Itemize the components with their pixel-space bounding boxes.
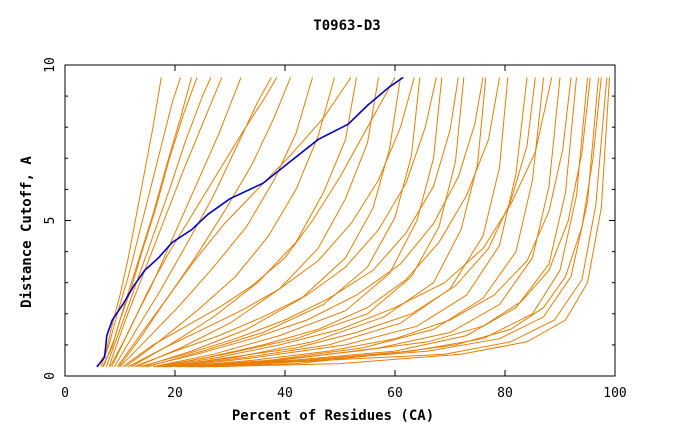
series-line-10 (130, 77, 357, 368)
x-tick-label: 20 (167, 386, 183, 401)
series-line-23 (202, 77, 599, 368)
series-line-6 (114, 77, 272, 367)
y-tick-label: 5 (43, 217, 58, 225)
series-line-40 (161, 77, 553, 368)
y-tick-label: 10 (43, 57, 58, 73)
x-tick-label: 80 (497, 386, 513, 401)
chart-title: T0963-D3 (313, 18, 380, 34)
x-ticks: 0 20 40 60 80 100 (61, 65, 627, 401)
series-line-2 (103, 77, 192, 367)
highlight-line-group (96, 76, 404, 368)
series-line-14 (152, 77, 443, 368)
series-line-13 (147, 77, 421, 368)
series-line-12 (141, 77, 401, 368)
series-line-31 (101, 77, 198, 367)
series-line-17 (169, 77, 509, 368)
series-line-8 (119, 77, 313, 368)
x-axis-label: Percent of Residues (CA) (232, 408, 434, 424)
series-line-27 (128, 77, 415, 368)
series-line-38 (109, 77, 278, 367)
series-line-4 (108, 77, 223, 367)
x-tick-label: 40 (277, 386, 293, 401)
series-line-9 (125, 77, 335, 368)
series-line-26 (122, 77, 396, 368)
series-line-18 (174, 77, 528, 368)
series-line-11 (136, 77, 379, 368)
series-line-32 (155, 77, 500, 368)
series-line-24 (207, 77, 608, 368)
series-line-28 (133, 77, 437, 368)
series-line-15 (158, 77, 465, 368)
series-line-7 (116, 77, 291, 367)
series-line-35 (188, 77, 591, 368)
x-tick-label: 60 (387, 386, 403, 401)
y-axis-label: Distance Cutoff, A (19, 156, 35, 308)
series-line-34 (177, 77, 572, 368)
series-line-3 (105, 77, 212, 367)
x-tick-label: 100 (603, 386, 626, 401)
plot-lines (97, 77, 610, 368)
series-line-39 (144, 77, 484, 368)
series-line-30 (97, 77, 162, 367)
series-line-33 (166, 77, 536, 368)
series-line-37 (118, 77, 352, 367)
series-line-19 (180, 77, 544, 368)
series-line-25 (213, 77, 610, 368)
series-line-29 (139, 77, 459, 368)
highlight-series-line (96, 76, 404, 368)
x-tick-label: 0 (61, 386, 69, 401)
y-ticks: 0 5 10 (43, 57, 615, 380)
series-line-36 (199, 77, 602, 368)
series-line-21 (191, 77, 577, 368)
y-tick-label: 0 (43, 372, 58, 380)
series-line-22 (196, 77, 588, 368)
series-line-5 (111, 77, 242, 367)
series-line-1 (100, 77, 181, 367)
